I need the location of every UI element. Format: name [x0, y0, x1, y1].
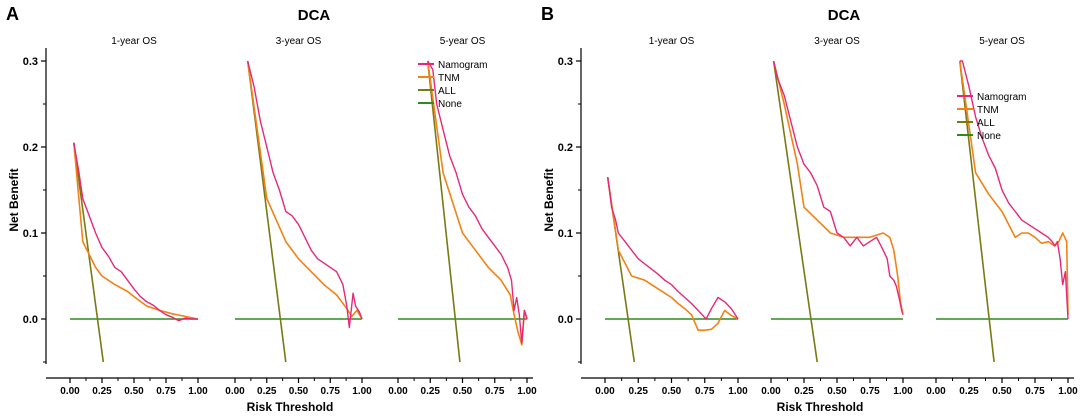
chart-title: DCA — [298, 7, 331, 24]
panel-a: A DCA 0.0 0.1 0.2 0.3 Net Benefit Risk Threshol… — [6, 4, 537, 414]
y-tick-label: 0.0 — [558, 314, 573, 326]
series-line-all — [426, 60, 461, 363]
x-tick-label: 0.25 — [92, 386, 112, 397]
subplot-title: 3-year OS — [276, 36, 322, 47]
legend-label: TNM — [977, 105, 999, 116]
legend-label: None — [977, 131, 1001, 142]
x-tick-label: 0.00 — [225, 386, 245, 397]
x-tick-label: 0.50 — [289, 386, 309, 397]
x-tick-label: 0.50 — [827, 386, 847, 397]
series-line-tnm — [73, 142, 199, 320]
subplot-3: 5-year OS 0.00 0.25 0.50 0.75 1.00 — [388, 36, 537, 397]
chart-title: DCA — [828, 7, 861, 24]
x-tick-label: 0.50 — [453, 386, 473, 397]
x-tick-label: 0.25 — [794, 386, 814, 397]
y-tick-label: 0.3 — [558, 56, 573, 68]
x-tick-label: 0.75 — [860, 386, 880, 397]
series-line-tnm — [772, 60, 904, 315]
y-axis-label: Net Benefit — [7, 168, 21, 231]
x-tick-label: 0.50 — [124, 386, 144, 397]
legend-label: TNM — [438, 73, 460, 84]
x-tick-label: 0.00 — [595, 386, 615, 397]
x-tick-label: 0.75 — [695, 386, 715, 397]
y-tick-label: 0.0 — [23, 314, 38, 326]
series-line-tnm — [606, 176, 739, 332]
x-axis-label: Risk Threshold — [247, 400, 334, 414]
y-tick-label: 0.3 — [23, 56, 38, 68]
series-line-tnm — [246, 60, 363, 320]
x-axis-label: Risk Threshold — [777, 400, 864, 414]
x-tick-label: 0.00 — [388, 386, 408, 397]
y-tick-label: 0.2 — [558, 142, 573, 154]
subplot-title: 1-year OS — [649, 36, 695, 47]
y-tick-label: 0.1 — [23, 228, 38, 240]
legend-label: Namogram — [438, 60, 487, 71]
x-tick-label: 1.00 — [893, 386, 913, 397]
x-tick-label: 0.75 — [1025, 386, 1045, 397]
subplot-2: 3-year OS 0.00 0.25 0.50 0.75 1.00 — [225, 36, 372, 397]
legend-label: Namogram — [977, 92, 1026, 103]
x-tick-label: 1.00 — [728, 386, 748, 397]
y-tick-label: 0.2 — [23, 142, 38, 154]
x-tick-label: 0.25 — [959, 386, 979, 397]
x-tick-label: 1.00 — [1058, 386, 1078, 397]
x-tick-label: 0.75 — [321, 386, 341, 397]
series-line-tnm — [959, 60, 1069, 315]
subplot-1: 1-year OS 0.00 0.25 0.50 0.75 1.00 — [595, 36, 748, 397]
x-tick-label: 1.00 — [517, 386, 537, 397]
subplot-title: 3-year OS — [814, 36, 860, 47]
subplot-3: 5-year OS 0.00 0.25 0.50 0.75 1.00 — [926, 36, 1078, 397]
series-line-all — [959, 60, 995, 363]
legend-label: ALL — [438, 86, 456, 97]
x-tick-label: 0.25 — [421, 386, 441, 397]
legend-label: None — [438, 99, 462, 110]
y-axis-label: Net Benefit — [542, 168, 556, 231]
series-line-namogram — [73, 142, 198, 322]
subplot-title: 5-year OS — [440, 36, 486, 47]
x-tick-label: 0.75 — [485, 386, 505, 397]
series-line-namogram — [607, 177, 739, 320]
panel-b: B DCA 0.0 0.1 0.2 0.3 Net Benefit Risk Threshol… — [541, 4, 1078, 414]
panel-label: A — [6, 4, 19, 24]
x-tick-label: 1.00 — [188, 386, 208, 397]
series-line-namogram — [247, 60, 363, 329]
series-line-namogram — [427, 60, 528, 344]
series-line-all — [772, 60, 818, 363]
legend: Namogram TNM ALL None — [418, 60, 487, 110]
subplot-1: 1-year OS 0.00 0.25 0.50 0.75 1.00 — [60, 36, 208, 397]
x-tick-label: 0.25 — [629, 386, 649, 397]
x-tick-label: 0.75 — [156, 386, 176, 397]
x-tick-label: 0.00 — [60, 386, 80, 397]
legend: Namogram TNM ALL None — [957, 92, 1026, 142]
y-tick-label: 0.1 — [558, 228, 573, 240]
x-tick-label: 0.00 — [761, 386, 781, 397]
x-tick-label: 1.00 — [352, 386, 372, 397]
x-tick-label: 0.00 — [926, 386, 946, 397]
x-tick-label: 0.25 — [257, 386, 277, 397]
subplot-title: 5-year OS — [979, 36, 1025, 47]
x-tick-label: 0.50 — [992, 386, 1012, 397]
series-line-namogram — [959, 60, 1069, 320]
panel-label: B — [541, 4, 554, 24]
legend-label: ALL — [977, 118, 995, 129]
series-line-namogram — [772, 60, 904, 315]
subplot-2: 3-year OS 0.00 0.25 0.50 0.75 1.00 — [761, 36, 913, 397]
x-tick-label: 0.50 — [662, 386, 682, 397]
subplot-title: 1-year OS — [111, 36, 157, 47]
